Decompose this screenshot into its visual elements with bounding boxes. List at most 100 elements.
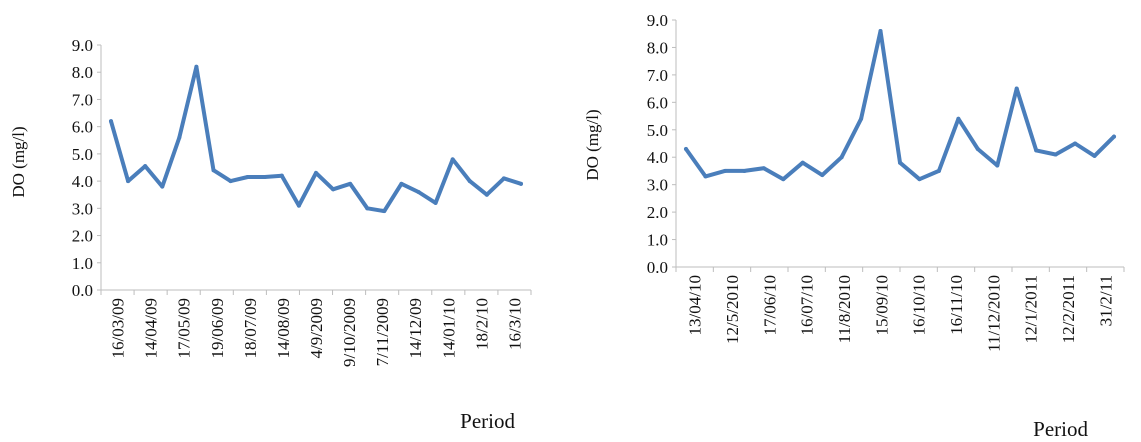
x-tick-label: 18/07/09 [241,298,260,358]
data-point [519,181,523,186]
x-tick-label: 9/10/2009 [340,298,359,367]
data-point [501,176,506,181]
data-point [211,168,216,173]
data-point [936,168,941,173]
data-point [956,116,961,121]
x-tick-label: 15/09/10 [872,275,891,335]
data-point [1092,153,1097,158]
x-tick-label: 4/9/2009 [307,298,326,358]
data-point [279,173,284,178]
y-tick-label: 5.0 [647,121,668,140]
x-tick-label: 17/05/09 [175,298,194,358]
data-point [800,160,805,165]
data-point [781,177,786,182]
x-tick-label: 12/5/2010 [723,275,742,344]
data-point [433,200,438,205]
y-tick-label: 7.0 [647,66,668,85]
data-point [995,163,1000,168]
data-point [1112,134,1116,139]
x-tick-label: 16/03/09 [109,298,128,358]
data-point [1014,86,1019,91]
y-tick-label: 0.0 [647,258,668,277]
data-point [331,187,336,192]
data-point [450,157,455,162]
y-tick-label: 5.0 [72,145,93,164]
x-tick-label: 16/10/10 [910,275,929,335]
x-tick-label: 18/2/10 [472,298,491,350]
data-point [382,209,387,214]
x-tick-label: 14/01/10 [439,298,458,358]
chart-1: 0.0 1.0 2.0 3.0 4.0 5.0 6.0 7.0 8.0 9.0 16/03/09 14… [9,36,532,433]
data-point [820,173,825,178]
data-point [761,166,766,171]
x-tick-label: 16/07/10 [798,275,817,335]
data-point [160,184,165,189]
y-axis-label: DO (mg/l) [9,126,28,197]
y-tick-label: 1.0 [72,254,93,273]
data-point [228,179,233,184]
data-point [296,203,301,208]
y-tick-label: 4.0 [72,172,93,191]
series-line [684,29,1116,182]
y-tick-label: 8.0 [72,63,93,82]
y-tick-label: 3.0 [72,199,93,218]
data-point [109,119,113,124]
y-tick-label: 0.0 [72,281,93,300]
data-point [917,177,922,182]
data-point [262,175,267,180]
y-tick-label: 4.0 [647,148,668,167]
data-point [194,64,199,69]
x-tick-label: 19/06/09 [208,298,227,358]
data-point [1073,141,1078,146]
data-point [878,28,883,33]
data-point [126,179,131,184]
x-tick-label: 12/1/2011 [1022,275,1041,343]
y-tick-label: 9.0 [72,36,93,55]
data-point [1034,148,1039,153]
data-point [365,206,370,211]
x-tick-label: 14/08/09 [274,298,293,358]
data-point [399,181,404,186]
data-point [245,175,250,180]
chart-2: 0.0 1.0 2.0 3.0 4.0 5.0 6.0 7.0 8.0 9.0 13/04/10 12… [583,11,1125,441]
x-tick-label: 13/04/10 [686,275,705,335]
data-point [859,116,864,121]
data-point [703,174,708,179]
y-tick-label: 8.0 [647,38,668,57]
data-point [143,164,148,169]
x-tick-label: 16/3/10 [505,298,524,350]
y-tick-label: 9.0 [647,11,668,30]
data-point [975,146,980,151]
y-tick-label: 3.0 [647,176,668,195]
data-point [467,179,472,184]
y-tick-label: 2.0 [72,227,93,246]
x-tick-label: 17/06/10 [760,275,779,335]
x-tick-label: 11/8/2010 [835,275,854,343]
y-tick-label: 2.0 [647,203,668,222]
x-tick-label: 11/12/2010 [984,275,1003,352]
data-point [898,160,902,165]
data-point [1053,152,1058,157]
data-point [742,168,747,173]
y-axis-label: DO (mg/l) [583,109,602,180]
data-point [314,170,318,175]
series-line [109,64,523,214]
x-tick-label: 31/2/11 [1096,275,1115,326]
data-point [416,190,421,194]
y-tick-label: 6.0 [72,118,93,137]
x-tick-label: 14/04/09 [142,298,161,358]
x-axis-label: Period [460,409,515,433]
x-tick-label: 7/11/2009 [373,298,392,366]
x-tick-label: 16/11/10 [947,275,966,335]
y-tick-label: 6.0 [647,93,668,112]
y-tick-label: 1.0 [647,231,668,250]
y-tick-label: 7.0 [72,90,93,109]
data-point [839,155,844,160]
data-point [177,135,182,140]
data-point [484,192,489,197]
x-axis-label: Period [1033,417,1088,441]
data-point [348,181,353,186]
data-point [684,146,688,151]
x-tick-label: 12/2/2011 [1059,275,1078,343]
